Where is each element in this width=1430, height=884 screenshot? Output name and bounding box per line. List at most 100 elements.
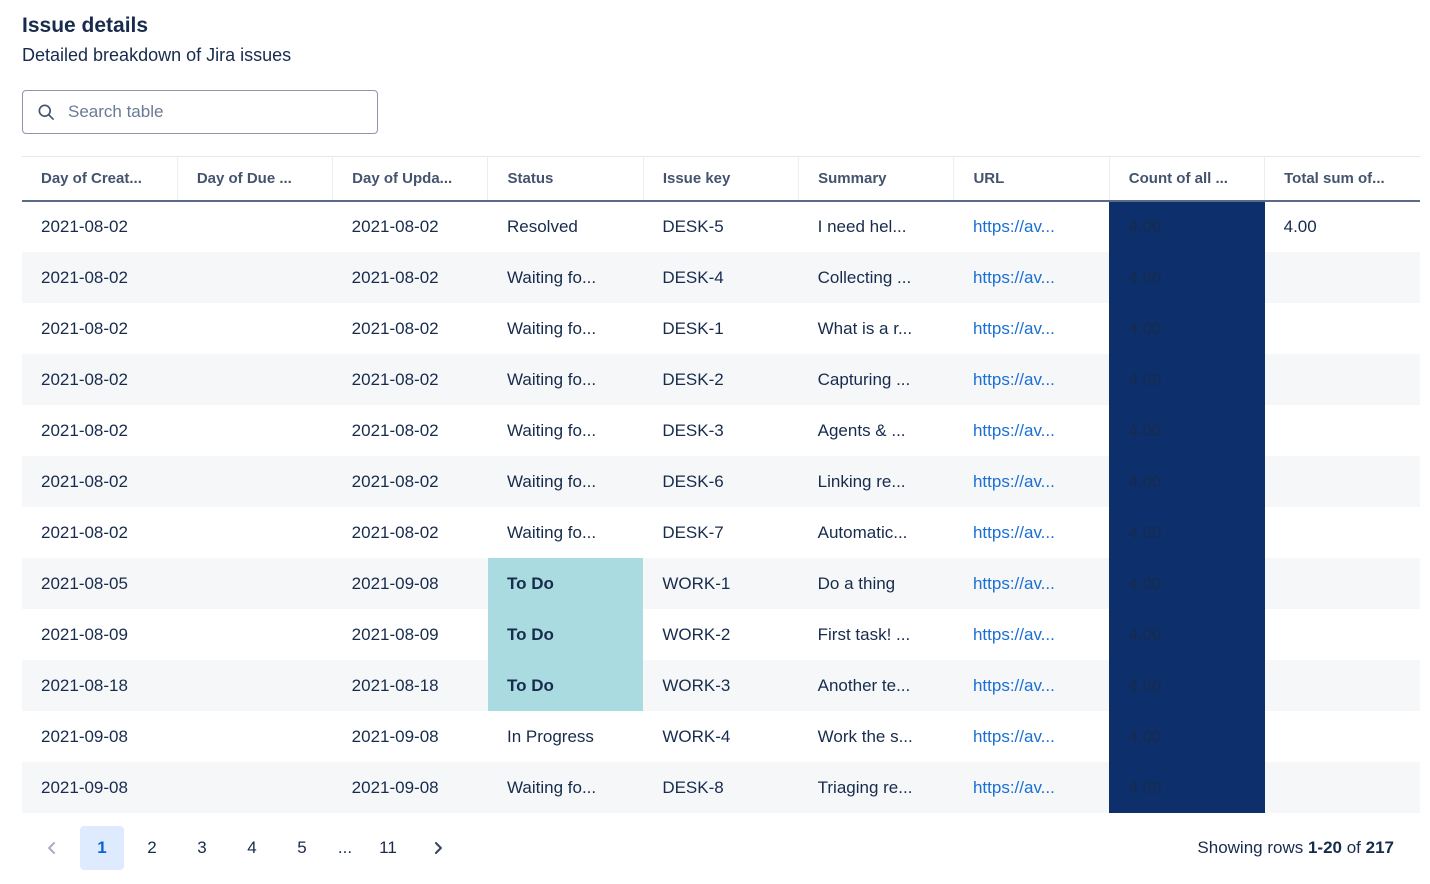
page-button[interactable]: 1 <box>80 826 124 870</box>
cell-status: Waiting fo... <box>506 777 597 797</box>
column-header[interactable]: Summary <box>798 156 954 202</box>
cell-total <box>1265 252 1420 303</box>
cell-count: 4.00 <box>1109 507 1265 558</box>
issue-url-link[interactable]: https://av... <box>972 573 1055 593</box>
cell-url: https://av... <box>954 660 1109 711</box>
cell-summary: Capturing ... <box>817 369 911 389</box>
cell-status: Waiting fo... <box>506 522 597 542</box>
table-row: 2021-08-05 2021-09-08 To Do WORK-1 Do a … <box>22 558 1420 609</box>
column-header[interactable]: Total sum of... <box>1264 156 1420 202</box>
cell-day-of-created: 2021-08-02 <box>41 471 128 491</box>
cell-day-of-created: 2021-08-02 <box>41 318 128 338</box>
chevron-right-icon <box>434 842 442 854</box>
table-row: 2021-08-02 2021-08-02 Waiting fo... DESK… <box>22 405 1420 456</box>
issue-url-link[interactable]: https://av... <box>972 675 1055 695</box>
cell-day-of-updated: 2021-08-18 <box>351 675 439 695</box>
cell-status: In Progress <box>506 726 594 746</box>
cell-summary: Another te... <box>817 675 911 695</box>
pagination-bar: 1 2 3 4 5... 11 Showing rows 1-20 of 217 <box>22 826 1408 870</box>
cell-summary: Triaging re... <box>817 777 913 797</box>
search-input[interactable] <box>66 101 364 123</box>
cell-url: https://av... <box>954 201 1109 252</box>
issue-url-link[interactable]: https://av... <box>972 777 1055 797</box>
cell-total <box>1265 660 1420 711</box>
cell-issue-key: DESK-7 <box>662 522 724 542</box>
cell-day-of-created: 2021-09-08 <box>41 777 128 797</box>
column-header[interactable]: Count of all ... <box>1108 156 1265 202</box>
cell-url: https://av... <box>954 303 1109 354</box>
cell-count: 4.00 <box>1109 405 1265 456</box>
column-header[interactable]: Day of Due ... <box>176 156 333 202</box>
table-row: 2021-08-02 2021-08-02 Waiting fo... DESK… <box>22 507 1420 558</box>
issue-url-link[interactable]: https://av... <box>972 726 1055 746</box>
column-header[interactable]: URL <box>953 156 1110 202</box>
cell-url: https://av... <box>954 609 1109 660</box>
cell-count: 4.00 <box>1109 762 1265 813</box>
rows-summary-total: 217 <box>1365 838 1394 857</box>
table-row: 2021-08-18 2021-08-18 To Do WORK-3 Anoth… <box>22 660 1420 711</box>
issue-url-link[interactable]: https://av... <box>972 318 1055 338</box>
cell-url: https://av... <box>954 507 1109 558</box>
chevron-left-icon <box>48 842 56 854</box>
cell-day-of-due <box>177 507 332 558</box>
search-box[interactable] <box>22 90 378 134</box>
cell-issue-key: DESK-5 <box>662 217 724 236</box>
cell-summary: Agents & ... <box>817 420 906 440</box>
cell-summary: Linking re... <box>817 471 906 491</box>
issue-url-link[interactable]: https://av... <box>972 267 1055 287</box>
column-header[interactable]: Day of Creat... <box>22 156 178 202</box>
cell-issue-key: WORK-3 <box>662 675 731 695</box>
cell-summary: Collecting ... <box>817 267 912 287</box>
column-header[interactable]: Issue key <box>642 156 799 202</box>
issue-url-link[interactable]: https://av... <box>972 369 1055 389</box>
issue-url-link[interactable]: https://av... <box>972 217 1055 236</box>
page-button[interactable]: 3 <box>180 826 224 870</box>
cell-total <box>1265 609 1420 660</box>
page-button[interactable]: 4 <box>230 826 274 870</box>
cell-day-of-updated: 2021-08-02 <box>351 522 439 542</box>
issue-url-link[interactable]: https://av... <box>972 522 1055 542</box>
rows-summary-of: of <box>1342 838 1366 857</box>
cell-total <box>1265 405 1420 456</box>
cell-status: Waiting fo... <box>506 267 597 287</box>
cell-day-of-updated: 2021-08-02 <box>351 420 439 440</box>
page-title: Issue details <box>22 14 149 37</box>
cell-total <box>1265 303 1420 354</box>
cell-status: Waiting fo... <box>506 471 597 491</box>
table-row: 2021-08-02 2021-08-02 Waiting fo... DESK… <box>22 252 1420 303</box>
cell-total <box>1265 762 1420 813</box>
cell-day-of-updated: 2021-08-02 <box>351 217 439 236</box>
previous-page-button[interactable] <box>30 826 74 870</box>
cell-total <box>1265 507 1420 558</box>
cell-count: 4.00 <box>1109 303 1265 354</box>
cell-day-of-created: 2021-08-02 <box>41 217 128 236</box>
column-header[interactable]: Day of Upda... <box>332 156 488 202</box>
cell-total <box>1265 711 1420 762</box>
table-row: 2021-08-02 2021-08-02 Resolved DESK-5 I … <box>22 201 1420 252</box>
rows-summary-prefix: Showing rows <box>1197 838 1308 857</box>
cell-issue-key: DESK-3 <box>662 420 724 440</box>
cell-day-of-updated: 2021-09-08 <box>351 777 439 797</box>
page-button[interactable]: 2 <box>130 826 174 870</box>
issue-url-link[interactable]: https://av... <box>972 471 1055 491</box>
cell-issue-key: DESK-8 <box>662 777 724 797</box>
cell-day-of-created: 2021-08-02 <box>41 369 128 389</box>
cell-day-of-created: 2021-08-18 <box>41 675 128 695</box>
cell-total <box>1265 558 1420 609</box>
page-button[interactable]: 11 <box>366 826 410 870</box>
next-page-button[interactable] <box>416 826 460 870</box>
page-button[interactable]: 5 <box>280 826 324 870</box>
column-header[interactable]: Status <box>487 156 644 202</box>
cell-day-of-created: 2021-08-02 <box>41 522 128 542</box>
cell-summary: Work the s... <box>817 726 913 746</box>
issue-url-link[interactable]: https://av... <box>972 420 1055 440</box>
cell-summary: What is a r... <box>817 318 913 338</box>
cell-day-of-due <box>177 303 332 354</box>
rows-summary-range: 1-20 <box>1307 838 1342 857</box>
cell-day-of-updated: 2021-09-08 <box>351 726 439 746</box>
issue-url-link[interactable]: https://av... <box>972 624 1055 644</box>
cell-url: https://av... <box>954 456 1109 507</box>
cell-status: Resolved <box>506 217 578 236</box>
cell-issue-key: DESK-2 <box>662 369 724 389</box>
